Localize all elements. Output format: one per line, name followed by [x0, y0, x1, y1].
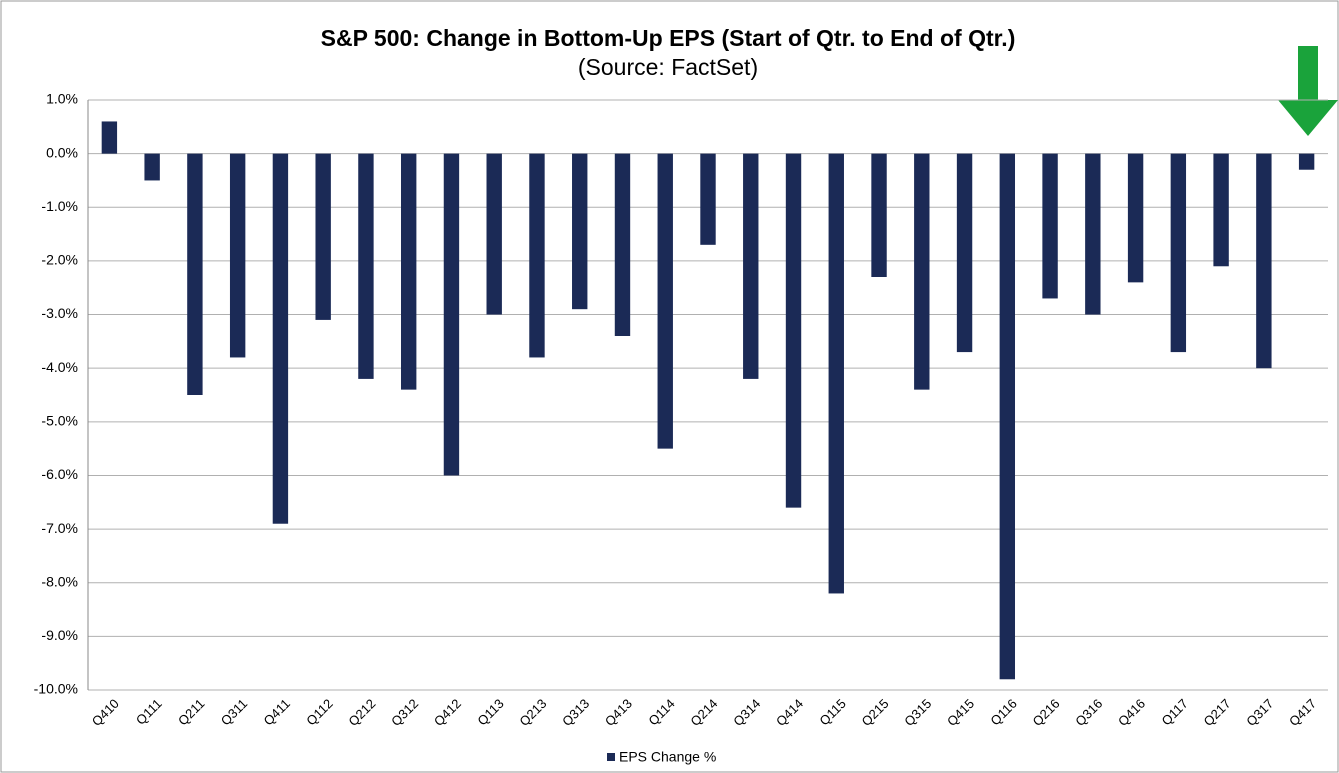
bar [828, 153, 844, 594]
bar [187, 153, 203, 395]
bar [1042, 153, 1058, 299]
bar [657, 153, 673, 449]
bar [229, 153, 246, 358]
bar [1213, 153, 1229, 267]
bar [272, 153, 289, 524]
bar [1085, 153, 1101, 315]
y-tick-label: -7.0% [41, 520, 78, 536]
bar [358, 153, 374, 379]
bar [1256, 153, 1272, 369]
bar [486, 153, 502, 315]
green-arrow [1278, 46, 1338, 136]
chart-subtitle: (Source: FactSet) [578, 54, 758, 80]
bar [956, 153, 973, 353]
y-tick-label: -9.0% [41, 627, 78, 643]
bar [400, 153, 417, 390]
y-tick-label: -5.0% [41, 413, 78, 429]
bar [443, 153, 460, 476]
bar [572, 153, 588, 310]
y-tick-label: -8.0% [41, 573, 78, 589]
y-tick-label: 0.0% [46, 144, 78, 160]
bar [1298, 153, 1315, 170]
y-tick-label: -1.0% [41, 198, 78, 214]
y-tick-label: -3.0% [41, 305, 78, 321]
y-tick-label: -6.0% [41, 466, 78, 482]
y-tick-label: 1.0% [46, 91, 78, 107]
bar [529, 153, 545, 358]
bar [1170, 153, 1187, 353]
legend-swatch [607, 753, 615, 761]
y-tick-label: -10.0% [34, 681, 78, 697]
chart-title: S&P 500: Change in Bottom-Up EPS (Start … [321, 25, 1016, 51]
bar [144, 153, 160, 181]
y-tick-label: -2.0% [41, 252, 78, 268]
bar [914, 153, 930, 390]
bar [785, 153, 802, 508]
bar [1127, 153, 1144, 283]
bar [315, 153, 331, 320]
bar [999, 153, 1016, 680]
y-tick-label: -4.0% [41, 359, 78, 375]
bar [743, 153, 759, 379]
legend-label: EPS Change % [619, 749, 716, 765]
bar [700, 153, 716, 245]
bar [614, 153, 631, 336]
bar [101, 121, 118, 154]
bar [871, 153, 887, 277]
